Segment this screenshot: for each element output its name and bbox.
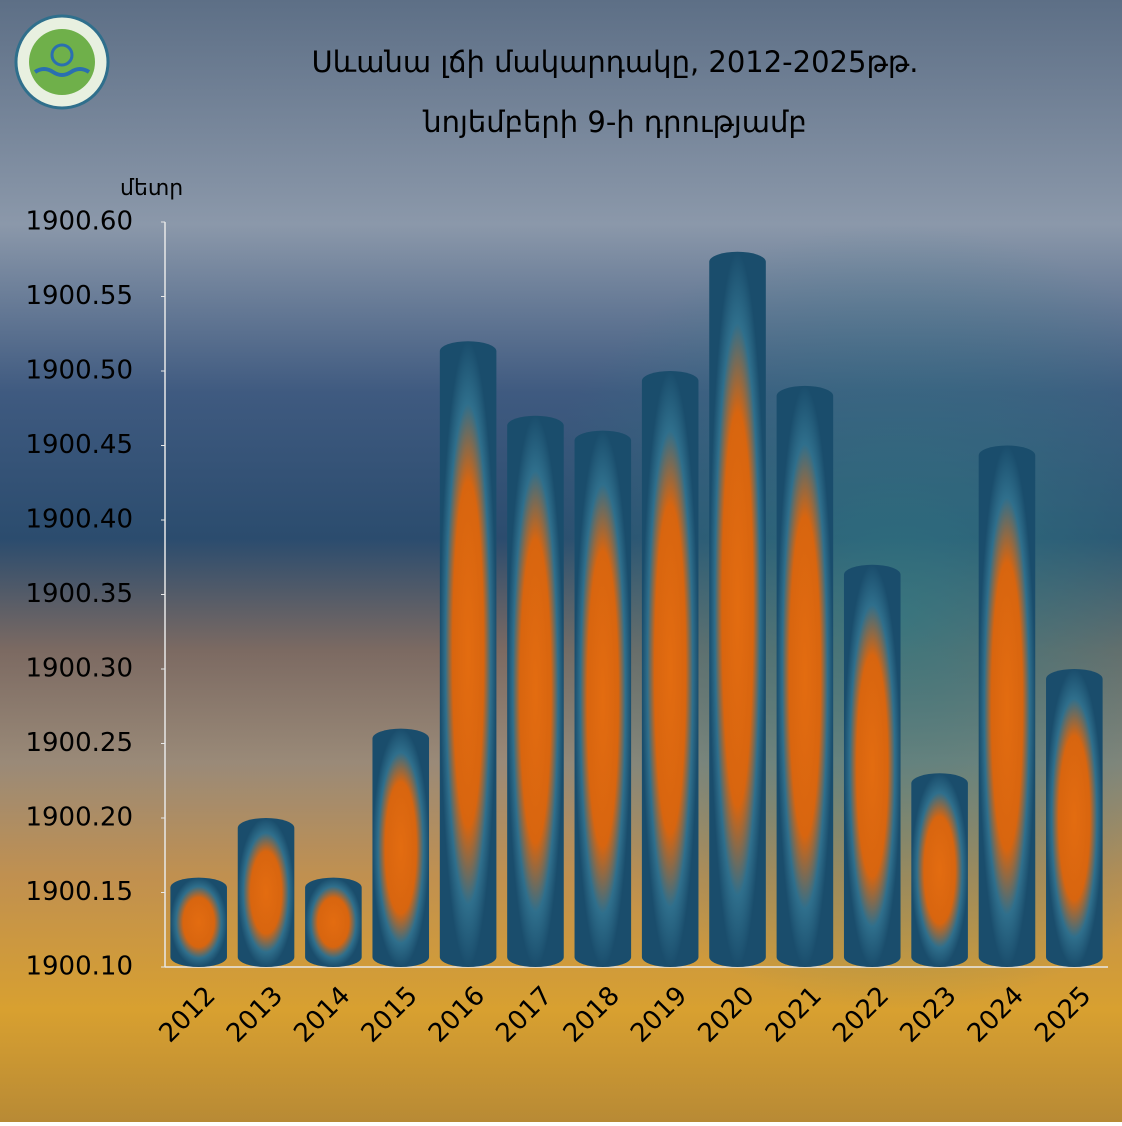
y-tick-label: 1900.20 [25,803,133,833]
bar [305,877,362,967]
bar [978,445,1036,967]
bar [439,341,497,967]
y-tick-label: 1900.45 [25,430,133,460]
bar [372,728,430,967]
y-tick-label: 1900.55 [25,281,133,311]
y-tick-label: 1900.15 [25,877,133,907]
y-tick-label: 1900.40 [25,505,133,535]
bar [843,564,901,967]
chart-subtitle: նոյեմբերի 9-ի դրությամբ [422,105,807,139]
logo [14,14,110,110]
y-tick-label: 1900.30 [25,654,133,684]
y-tick-label: 1900.35 [25,579,133,609]
bar [237,818,295,967]
chart-title: Սևանա լճի մակարդակը, 2012-2025թթ. [312,45,919,79]
bar [641,371,699,967]
bar [1046,669,1103,967]
bar [776,385,834,967]
bar [709,251,766,968]
y-tick-label: 1900.50 [25,356,133,386]
bar [911,773,968,967]
y-tick-label: 1900.25 [25,728,133,758]
bar [507,415,564,967]
y-axis-label: մետր [120,176,183,201]
y-tick-label: 1900.10 [25,952,133,982]
y-tick-label: 1900.60 [25,207,133,237]
bar [170,877,227,967]
bar [574,430,632,968]
